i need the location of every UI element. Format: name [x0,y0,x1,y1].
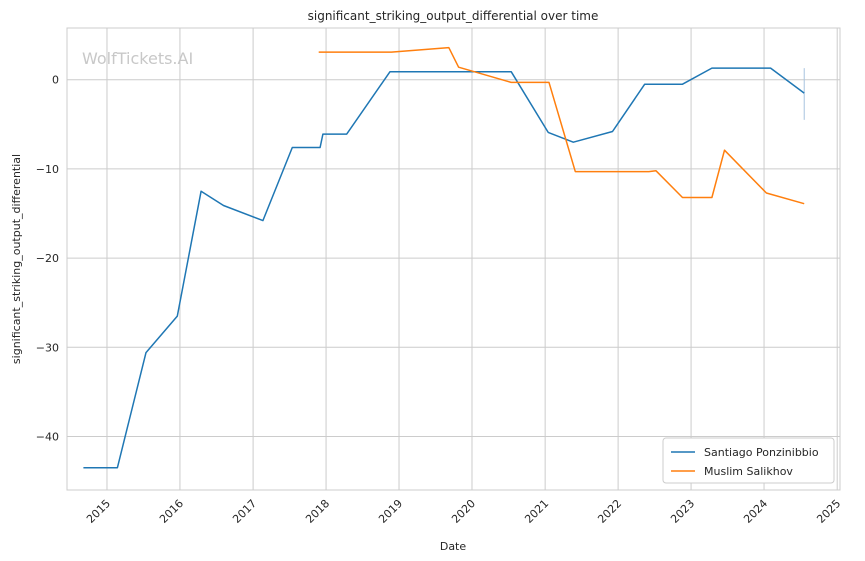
chart-title: significant_striking_output_differential… [308,9,599,23]
legend-label-santiago-ponzinibbio: Santiago Ponzinibbio [704,446,819,459]
y-axis-ticks: 0 −10 −20 −30 −40 [36,74,59,444]
series-lines [83,46,805,469]
legend-box [662,437,835,484]
watermark: WolfTickets.AI [82,49,193,68]
legend-label-muslim-salikhov: Muslim Salikhov [704,465,793,478]
y-tick-label: −20 [36,252,59,265]
y-tick-label: −10 [36,163,59,176]
series-line-muslim-salikhov [318,46,805,205]
grid [67,28,840,490]
legend: Santiago Ponzinibbio Muslim Salikhov [662,437,835,484]
series-line-santiago-ponzinibbio [83,67,805,469]
plot-area [66,27,841,491]
y-tick-label: −30 [36,341,59,354]
y-axis-label: significant_striking_output_differential [10,154,23,364]
x-axis-label: Date [440,540,467,553]
y-tick-label: 0 [52,74,59,87]
y-tick-label: −40 [36,430,59,443]
